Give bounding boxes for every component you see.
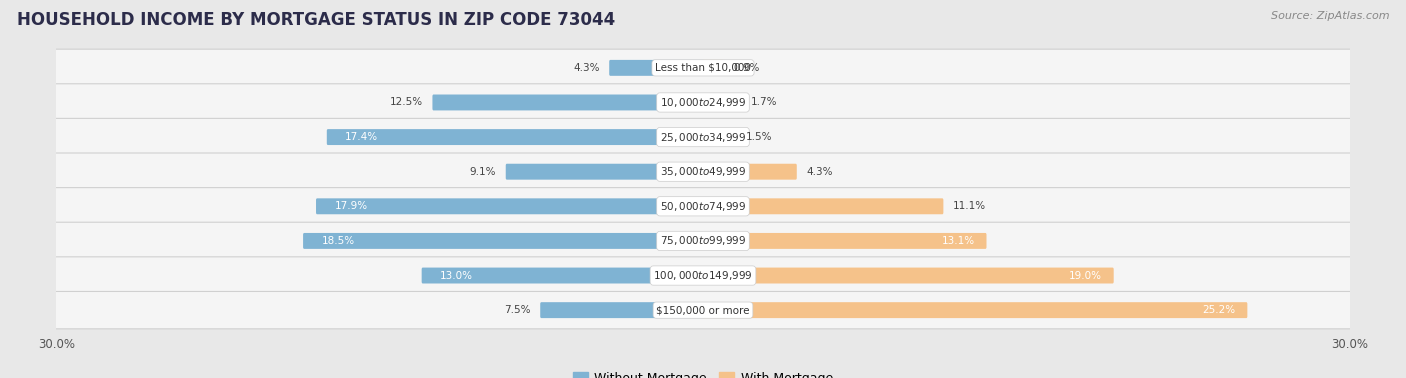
FancyBboxPatch shape (702, 129, 737, 145)
Text: 17.4%: 17.4% (344, 132, 378, 142)
FancyBboxPatch shape (506, 164, 704, 180)
FancyBboxPatch shape (422, 268, 704, 284)
FancyBboxPatch shape (433, 94, 704, 110)
FancyBboxPatch shape (540, 302, 704, 318)
FancyBboxPatch shape (702, 60, 724, 76)
Text: $10,000 to $24,999: $10,000 to $24,999 (659, 96, 747, 109)
Text: Less than $10,000: Less than $10,000 (655, 63, 751, 73)
Text: $50,000 to $74,999: $50,000 to $74,999 (659, 200, 747, 213)
FancyBboxPatch shape (609, 60, 704, 76)
Text: 4.3%: 4.3% (574, 63, 599, 73)
Text: 18.5%: 18.5% (322, 236, 354, 246)
Text: $150,000 or more: $150,000 or more (657, 305, 749, 315)
Text: 9.1%: 9.1% (470, 167, 496, 177)
Text: $100,000 to $149,999: $100,000 to $149,999 (654, 269, 752, 282)
Text: 11.1%: 11.1% (953, 201, 986, 211)
FancyBboxPatch shape (42, 153, 1364, 191)
FancyBboxPatch shape (326, 129, 704, 145)
Text: Source: ZipAtlas.com: Source: ZipAtlas.com (1271, 11, 1389, 21)
FancyBboxPatch shape (316, 198, 704, 214)
Text: 19.0%: 19.0% (1069, 271, 1102, 280)
Text: 12.5%: 12.5% (389, 98, 423, 107)
FancyBboxPatch shape (702, 94, 741, 110)
FancyBboxPatch shape (702, 198, 943, 214)
Text: 13.0%: 13.0% (440, 271, 472, 280)
FancyBboxPatch shape (42, 118, 1364, 156)
Text: 13.1%: 13.1% (942, 236, 974, 246)
FancyBboxPatch shape (42, 84, 1364, 121)
Text: 4.3%: 4.3% (807, 167, 832, 177)
FancyBboxPatch shape (702, 164, 797, 180)
Text: HOUSEHOLD INCOME BY MORTGAGE STATUS IN ZIP CODE 73044: HOUSEHOLD INCOME BY MORTGAGE STATUS IN Z… (17, 11, 614, 29)
Legend: Without Mortgage, With Mortgage: Without Mortgage, With Mortgage (568, 367, 838, 378)
FancyBboxPatch shape (702, 268, 1114, 284)
FancyBboxPatch shape (304, 233, 704, 249)
Text: 25.2%: 25.2% (1202, 305, 1236, 315)
Text: 7.5%: 7.5% (503, 305, 530, 315)
Text: 0.9%: 0.9% (733, 63, 759, 73)
Text: $75,000 to $99,999: $75,000 to $99,999 (659, 234, 747, 248)
FancyBboxPatch shape (702, 302, 1247, 318)
FancyBboxPatch shape (42, 291, 1364, 329)
FancyBboxPatch shape (702, 233, 987, 249)
FancyBboxPatch shape (42, 49, 1364, 87)
FancyBboxPatch shape (42, 257, 1364, 294)
Text: 1.5%: 1.5% (747, 132, 773, 142)
Text: 17.9%: 17.9% (335, 201, 367, 211)
FancyBboxPatch shape (42, 187, 1364, 225)
FancyBboxPatch shape (42, 222, 1364, 260)
Text: $25,000 to $34,999: $25,000 to $34,999 (659, 130, 747, 144)
Text: 1.7%: 1.7% (751, 98, 778, 107)
Text: $35,000 to $49,999: $35,000 to $49,999 (659, 165, 747, 178)
